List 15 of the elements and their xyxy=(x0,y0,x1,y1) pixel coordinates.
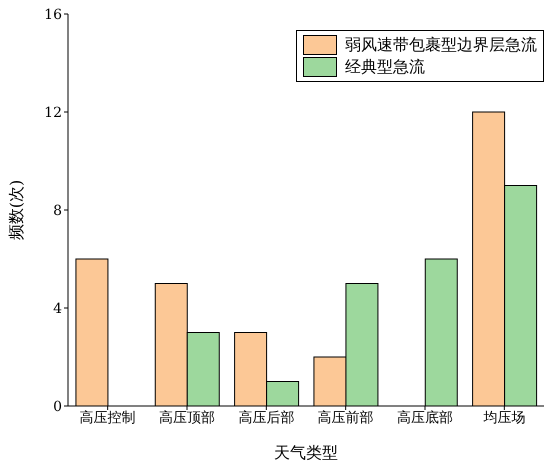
x-tick-label: 高压前部 xyxy=(318,410,374,426)
legend-label: 经典型急流 xyxy=(345,56,425,78)
x-tick-label: 高压底部 xyxy=(397,410,453,426)
x-tick-label: 高压后部 xyxy=(238,410,294,426)
y-tick-label: 4 xyxy=(53,300,62,317)
legend-label: 弱风速带包裹型边界层急流 xyxy=(345,34,537,56)
x-tick-label: 高压顶部 xyxy=(159,410,215,426)
y-tick-label: 8 xyxy=(53,202,62,219)
x-tick-label: 均压场 xyxy=(482,410,526,426)
y-tick-label: 0 xyxy=(53,398,62,415)
y-tick-label: 16 xyxy=(44,6,62,23)
y-tick-label: 12 xyxy=(44,104,62,121)
y-axis-title: 频数(次) xyxy=(6,180,26,240)
x-tick-label: 高压控制 xyxy=(80,410,136,426)
x-axis-title: 天气类型 xyxy=(274,443,338,462)
